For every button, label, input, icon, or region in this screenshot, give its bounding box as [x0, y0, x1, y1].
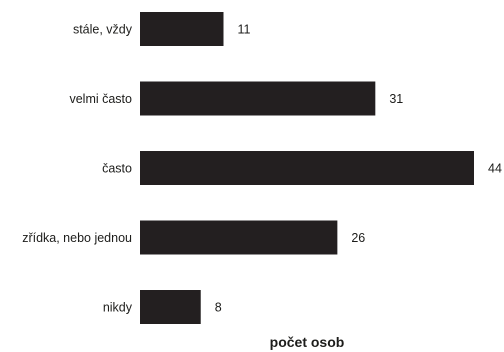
x-axis-title: počet osob: [270, 334, 345, 350]
bar-3: [140, 220, 338, 255]
bars: [140, 12, 474, 324]
category-label-1: velmi často: [69, 92, 132, 106]
value-labels: 11 31 44 26 8: [215, 23, 502, 315]
category-label-2: často: [102, 162, 132, 176]
value-label-3: 26: [351, 231, 365, 245]
bar-2: [140, 151, 474, 185]
category-label-3: zřídka, nebo jednou: [22, 231, 132, 245]
value-label-2: 44: [488, 162, 502, 176]
category-label-4: nikdy: [103, 301, 133, 315]
value-label-1: 31: [389, 92, 403, 106]
category-labels: stále, vždy velmi často často zřídka, nebo …: [22, 23, 133, 315]
bar-0: [140, 12, 224, 46]
value-label-0: 11: [238, 23, 251, 37]
bar-4: [140, 290, 201, 324]
category-label-0: stále, vždy: [73, 23, 133, 37]
bar-1: [140, 81, 376, 116]
value-label-4: 8: [215, 301, 222, 315]
